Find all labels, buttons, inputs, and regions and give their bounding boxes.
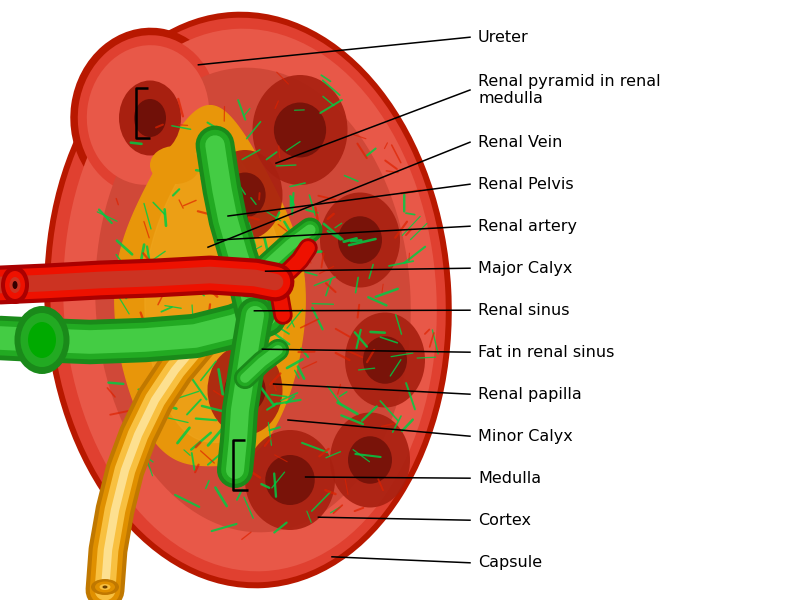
Polygon shape bbox=[115, 106, 306, 466]
Ellipse shape bbox=[50, 17, 446, 583]
Ellipse shape bbox=[14, 306, 70, 374]
Ellipse shape bbox=[91, 579, 119, 595]
Ellipse shape bbox=[345, 313, 425, 407]
Ellipse shape bbox=[207, 150, 282, 240]
Ellipse shape bbox=[363, 336, 407, 384]
Ellipse shape bbox=[13, 281, 18, 289]
Ellipse shape bbox=[253, 75, 347, 185]
Text: Renal papilla: Renal papilla bbox=[478, 387, 582, 402]
Ellipse shape bbox=[5, 271, 25, 299]
Ellipse shape bbox=[348, 436, 392, 484]
Ellipse shape bbox=[44, 11, 452, 589]
Ellipse shape bbox=[95, 68, 410, 532]
Ellipse shape bbox=[338, 216, 382, 264]
Ellipse shape bbox=[150, 146, 200, 184]
Ellipse shape bbox=[21, 313, 63, 367]
Ellipse shape bbox=[78, 35, 218, 195]
Text: Minor Calyx: Minor Calyx bbox=[478, 428, 573, 444]
Ellipse shape bbox=[102, 586, 107, 589]
Ellipse shape bbox=[320, 193, 400, 287]
Ellipse shape bbox=[99, 584, 110, 590]
Ellipse shape bbox=[95, 581, 115, 593]
Polygon shape bbox=[145, 143, 285, 442]
Ellipse shape bbox=[70, 28, 226, 202]
Ellipse shape bbox=[224, 173, 266, 217]
Text: Renal sinus: Renal sinus bbox=[478, 302, 570, 318]
Text: Fat in renal sinus: Fat in renal sinus bbox=[478, 344, 614, 359]
Text: Cortex: Cortex bbox=[478, 512, 531, 528]
Ellipse shape bbox=[28, 322, 56, 358]
Ellipse shape bbox=[245, 430, 335, 530]
Ellipse shape bbox=[87, 45, 209, 185]
Text: Renal pyramid in renal
medulla: Renal pyramid in renal medulla bbox=[478, 74, 661, 106]
Ellipse shape bbox=[330, 413, 410, 508]
Text: Capsule: Capsule bbox=[478, 555, 542, 570]
Ellipse shape bbox=[266, 455, 314, 505]
Text: Renal Pelvis: Renal Pelvis bbox=[478, 176, 574, 191]
Ellipse shape bbox=[63, 29, 437, 571]
Ellipse shape bbox=[119, 80, 181, 155]
Ellipse shape bbox=[274, 103, 326, 157]
Text: Renal Vein: Renal Vein bbox=[478, 134, 562, 149]
Text: Renal artery: Renal artery bbox=[478, 218, 577, 233]
Ellipse shape bbox=[155, 55, 335, 185]
Ellipse shape bbox=[224, 367, 266, 413]
Text: Major Calyx: Major Calyx bbox=[478, 260, 572, 275]
Text: Ureter: Ureter bbox=[478, 29, 529, 45]
Ellipse shape bbox=[207, 345, 282, 435]
Ellipse shape bbox=[10, 277, 21, 293]
Ellipse shape bbox=[134, 99, 166, 137]
Text: Medulla: Medulla bbox=[478, 471, 541, 486]
Ellipse shape bbox=[1, 266, 29, 304]
